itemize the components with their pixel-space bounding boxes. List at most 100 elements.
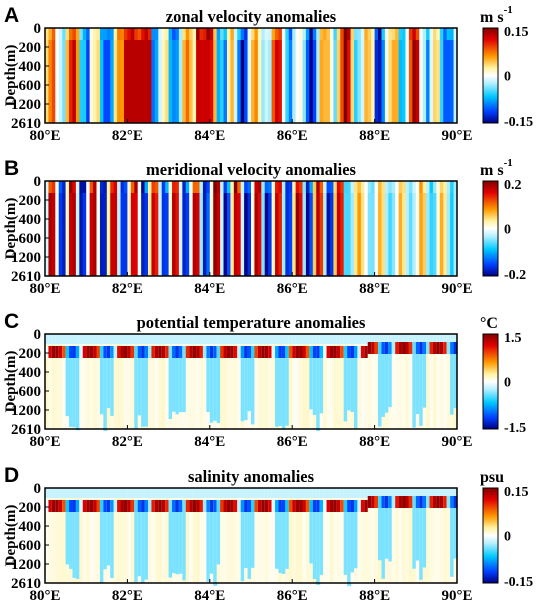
heatmap-cell (251, 334, 256, 344)
heatmap-cell (134, 512, 139, 582)
heatmap-cell (426, 342, 431, 354)
heatmap-cell (398, 334, 403, 344)
heatmap-cell (82, 181, 87, 193)
heatmap-cell (292, 346, 297, 358)
heatmap-cell (158, 500, 163, 512)
heatmap-cell (110, 40, 115, 123)
heatmap-cell (106, 512, 111, 566)
heatmap-cell (158, 28, 163, 40)
heatmap-cell (216, 512, 221, 565)
heatmap-cell (261, 181, 266, 193)
heatmap-cell (189, 346, 194, 358)
heatmap-cell (141, 358, 146, 427)
heatmap-cell (299, 181, 304, 193)
heatmap-cell (402, 181, 407, 193)
heatmap-cell (213, 488, 218, 498)
heatmap-cell (144, 488, 149, 498)
heatmap-cell (278, 334, 283, 344)
heatmap-cell (364, 181, 369, 193)
heatmap-cell (268, 488, 273, 583)
heatmap-cell (127, 193, 132, 276)
y-tick-label: 2610 (11, 422, 41, 438)
heatmap-cell (378, 28, 383, 40)
heatmap-cell (412, 342, 417, 354)
heatmap-cell (206, 346, 211, 358)
heatmap-cell (226, 346, 231, 358)
heatmap-cell (144, 193, 149, 276)
heatmap-cell (319, 334, 324, 344)
heatmap-cell (209, 28, 214, 40)
heatmap-cell (226, 334, 231, 344)
heatmap-cell (326, 488, 331, 583)
heatmap-cell (264, 193, 269, 276)
heatmap-cell (55, 334, 60, 344)
heatmap-cell (172, 334, 177, 344)
heatmap-cell (367, 488, 372, 583)
heatmap-cell (426, 181, 431, 193)
heatmap-cell (388, 496, 393, 508)
heatmap-cell (254, 28, 259, 40)
heatmap-cell (148, 488, 153, 498)
heatmap-cell (144, 500, 149, 512)
heatmap-cell (309, 500, 314, 512)
heatmap-cell (151, 28, 156, 40)
heatmap-cell (364, 488, 369, 498)
heatmap-cell (244, 488, 249, 498)
heatmap-cell (292, 488, 297, 583)
heatmap-cell (233, 28, 238, 40)
heatmap-cell (230, 488, 235, 583)
colorbar-tick-label: -0.15 (504, 115, 533, 130)
heatmap-cell (305, 193, 310, 276)
heatmap-cell (405, 342, 410, 354)
heatmap-cell (69, 193, 74, 276)
heatmap-cell (154, 181, 159, 193)
heatmap-cell (378, 193, 383, 276)
heatmap-cell (360, 28, 365, 40)
heatmap-cell (426, 40, 431, 123)
heatmap-cell (96, 334, 101, 344)
heatmap-cell (446, 40, 451, 123)
heatmap-cell (316, 40, 321, 123)
heatmap-cell (329, 193, 334, 276)
heatmap-cell (408, 334, 413, 344)
heatmap-cell (354, 334, 359, 344)
heatmap-cell (182, 181, 187, 193)
heatmap-cell (415, 508, 420, 561)
panel-label: C (4, 310, 19, 333)
heatmap-cell (113, 488, 118, 583)
heatmap-cell (165, 334, 170, 429)
heatmap-cell (354, 500, 359, 512)
heatmap-cell (93, 28, 98, 40)
heatmap-cell (148, 488, 153, 583)
heatmap-cell (367, 193, 372, 276)
x-tick-label: 90°E (441, 434, 472, 450)
heatmap-cell (364, 488, 369, 583)
heatmap-cell (62, 193, 67, 276)
y-tick-label: 0 (34, 481, 42, 497)
heatmap-cell (110, 358, 115, 416)
heatmap-cell (209, 500, 214, 512)
heatmap-cell (371, 40, 376, 123)
heatmap-cell (127, 28, 132, 40)
heatmap-cell (439, 496, 444, 508)
heatmap-cell (319, 181, 324, 193)
heatmap-cell (446, 496, 451, 508)
heatmap-cell (251, 40, 256, 123)
heatmap-cell (309, 358, 314, 410)
heatmap-cell (165, 334, 170, 344)
heatmap-cell (189, 488, 194, 583)
heatmap-cell (244, 358, 249, 421)
heatmap-cell (384, 496, 389, 508)
heatmap-cell (206, 181, 211, 193)
heatmap-cell (453, 354, 458, 409)
heatmap-cell (398, 488, 403, 498)
heatmap-cell (278, 181, 283, 193)
heatmap-cell (117, 334, 122, 344)
heatmap-cell (161, 40, 166, 123)
heatmap-cell (82, 28, 87, 40)
heatmap-cell (371, 334, 376, 429)
y-tick-label: 200 (19, 40, 42, 56)
heatmap-cell (103, 500, 108, 512)
heatmap-cell (419, 28, 424, 40)
heatmap-cell (381, 193, 386, 276)
